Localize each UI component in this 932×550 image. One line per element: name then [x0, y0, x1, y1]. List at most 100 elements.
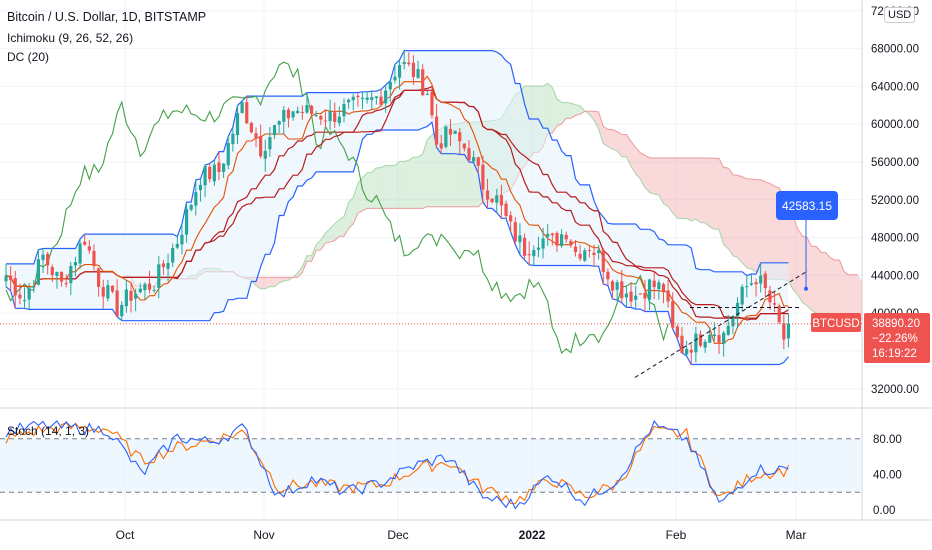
- kumo-segment: [765, 181, 770, 280]
- candle: [272, 124, 277, 140]
- stoch-pane[interactable]: [0, 419, 862, 510]
- candle: [171, 243, 175, 267]
- candle: [772, 291, 777, 313]
- candle: [731, 315, 735, 334]
- candle-body: [476, 157, 480, 166]
- candle: [749, 274, 754, 287]
- candle-body: [550, 233, 554, 236]
- kumo-segment: [663, 158, 669, 207]
- candle: [536, 236, 541, 258]
- candle-body: [777, 305, 781, 323]
- candle: [268, 127, 272, 157]
- kumo-segment: [408, 157, 414, 209]
- candle-body: [536, 247, 541, 250]
- candle-body: [254, 133, 258, 139]
- candle: [685, 340, 689, 356]
- candle: [546, 223, 550, 246]
- kumo-segment: [788, 197, 794, 290]
- candle: [36, 249, 41, 286]
- time-axis[interactable]: Oct Nov Dec 2022 Feb Mar: [116, 528, 807, 542]
- candle-body: [143, 283, 147, 291]
- donchian-upper: [6, 49, 789, 277]
- candle-body: [337, 116, 341, 124]
- donchian-channel: [5, 49, 789, 366]
- candle: [694, 326, 698, 363]
- currency-button[interactable]: USD: [884, 7, 916, 23]
- candle: [786, 313, 791, 348]
- candle: [735, 297, 740, 329]
- trend-line-dashed: [634, 270, 809, 378]
- trend-line[interactable]: 42583.15: [634, 191, 838, 378]
- ichimoku-legend[interactable]: Ichimoku (9, 26, 52, 26): [7, 31, 134, 45]
- candles[interactable]: [4, 50, 791, 365]
- stoch-legend[interactable]: Stoch (14, 1, 3): [7, 424, 90, 438]
- kumo-segment: [640, 152, 645, 188]
- price-tick-label: 44000.00: [871, 270, 919, 282]
- price-tick-label: 52000.00: [871, 195, 919, 207]
- candle: [333, 102, 337, 129]
- candle-body: [351, 96, 355, 101]
- kumo-segment: [621, 134, 627, 157]
- price-tick-label: 56000.00: [871, 157, 919, 169]
- candle: [120, 301, 124, 321]
- kumo-segment: [723, 167, 729, 249]
- candle-body: [421, 69, 425, 96]
- last-price-tag: [864, 313, 930, 363]
- candle: [87, 239, 91, 254]
- kumo-segment: [394, 161, 400, 209]
- candle-body: [671, 301, 675, 328]
- kumo-segment: [330, 223, 335, 243]
- candle: [782, 314, 786, 349]
- candle-body: [560, 234, 564, 246]
- candle: [416, 60, 420, 80]
- candle-body: [235, 113, 240, 136]
- candle-body: [124, 289, 128, 307]
- candle: [712, 322, 716, 341]
- kumo-segment: [381, 165, 386, 209]
- candle-body: [208, 166, 212, 180]
- candle: [4, 263, 8, 287]
- candle-body: [615, 282, 619, 290]
- candle: [509, 211, 513, 232]
- candle: [235, 105, 240, 144]
- kumo-segment: [279, 277, 284, 283]
- candle: [402, 50, 406, 70]
- candle: [499, 184, 504, 219]
- candle-body: [259, 136, 263, 157]
- candle-body: [134, 293, 138, 299]
- candle: [430, 83, 434, 119]
- candle-body: [347, 99, 351, 103]
- candle-body: [106, 285, 110, 299]
- candle: [194, 179, 198, 216]
- candle: [217, 151, 221, 181]
- price-tick-label: 32000.00: [871, 384, 919, 396]
- candle-body: [666, 290, 670, 302]
- kumo-segment: [422, 139, 428, 209]
- candle-body: [370, 97, 374, 100]
- candle-body: [379, 96, 383, 105]
- candle-body: [189, 204, 193, 210]
- kumo-segment: [705, 158, 710, 227]
- candle: [323, 109, 328, 128]
- candle-body: [129, 290, 133, 301]
- candle: [504, 200, 508, 219]
- kumo-segment: [695, 158, 701, 223]
- kumo-segment: [635, 147, 641, 179]
- kumo-segment: [385, 165, 391, 209]
- candle: [518, 223, 522, 255]
- donchian-legend[interactable]: DC (20): [7, 50, 50, 64]
- candle: [83, 234, 87, 246]
- kumo-segment: [709, 158, 715, 230]
- candle-body: [360, 97, 365, 99]
- candle-body: [472, 157, 476, 162]
- candle-body: [504, 203, 508, 216]
- candle: [768, 285, 772, 311]
- time-tick-label: Oct: [116, 528, 135, 542]
- candle: [481, 155, 485, 203]
- stoch-tick-label: 40.00: [873, 469, 902, 481]
- kumo-segment: [334, 219, 340, 241]
- candle: [647, 278, 652, 311]
- price-axis[interactable]: 72000.0068000.0064000.0060000.0056000.00…: [871, 6, 919, 517]
- candle-body: [272, 125, 277, 136]
